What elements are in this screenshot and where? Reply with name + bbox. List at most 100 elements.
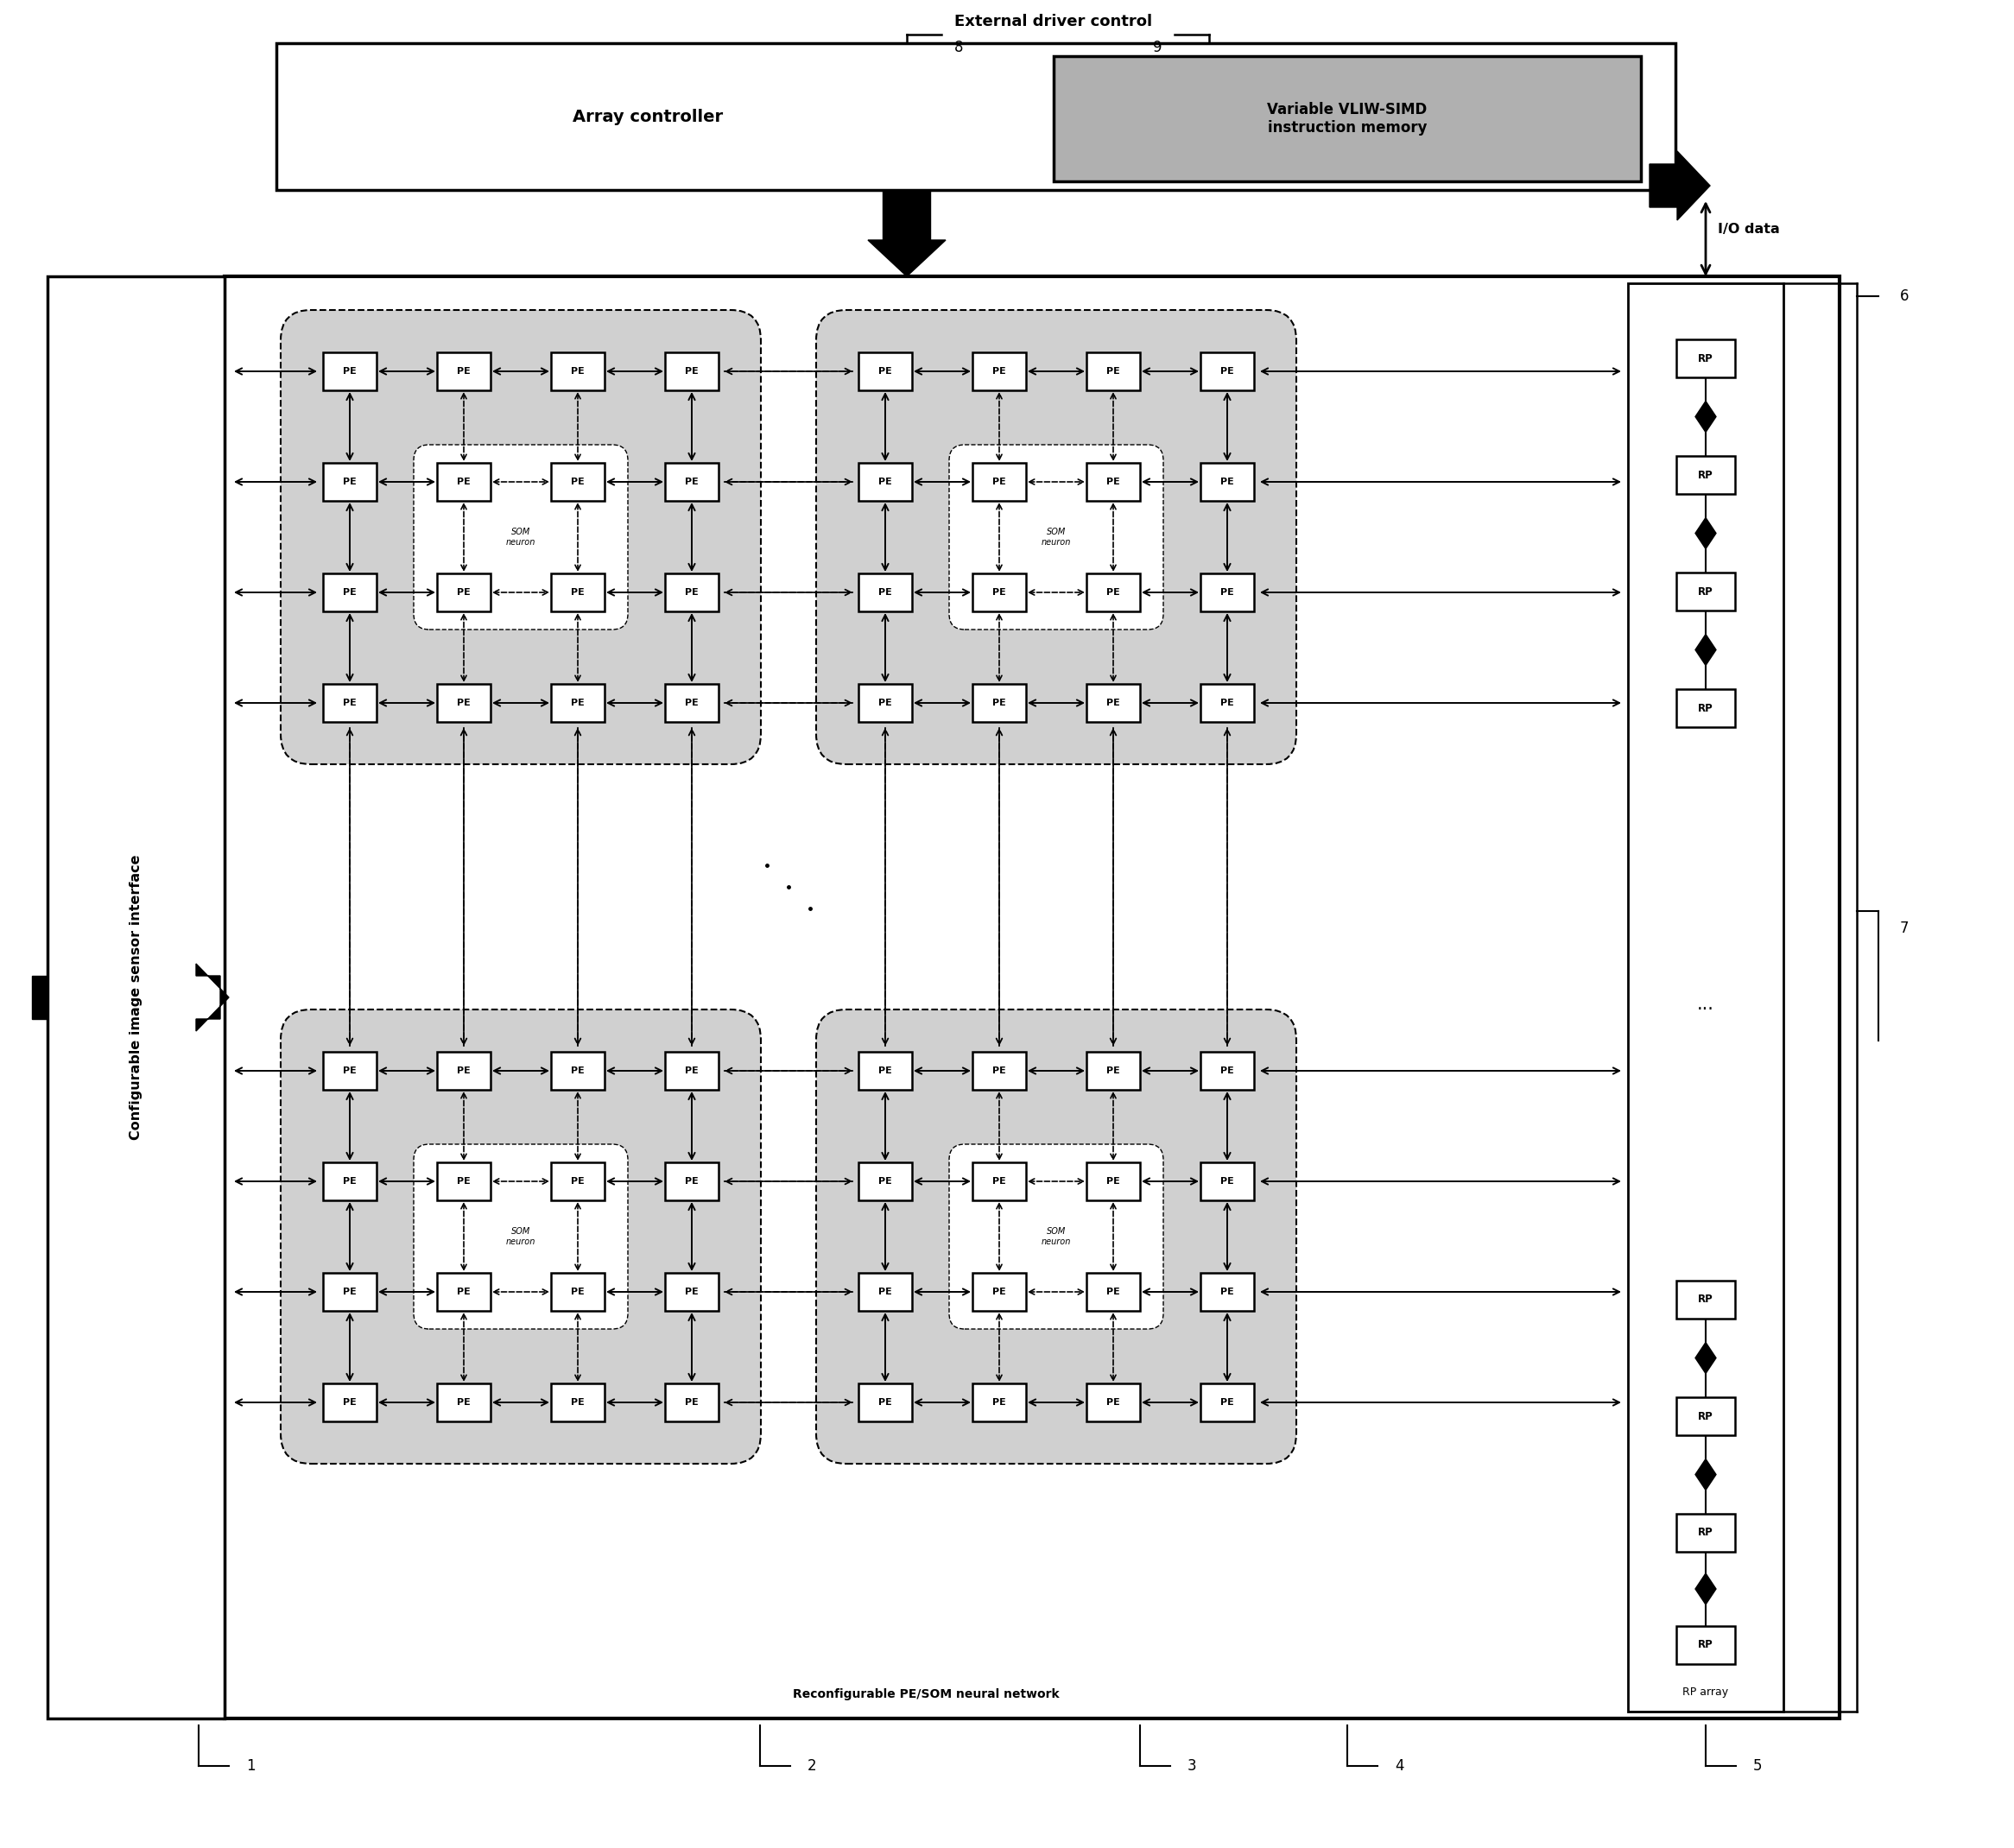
Text: Reconfigurable PE/SOM neural network: Reconfigurable PE/SOM neural network: [794, 1689, 1059, 1700]
Text: PE: PE: [457, 477, 471, 486]
Bar: [858, 1162, 912, 1201]
Text: SOM
neuron: SOM neuron: [506, 529, 536, 547]
Text: PE: PE: [685, 1288, 699, 1295]
Text: PE: PE: [685, 588, 699, 597]
Text: ...: ...: [1698, 996, 1714, 1013]
Text: PE: PE: [1106, 1177, 1120, 1186]
Text: PE: PE: [457, 1177, 471, 1186]
Bar: [322, 573, 377, 612]
Text: PE: PE: [993, 588, 1007, 597]
Bar: [1200, 573, 1255, 612]
Bar: [322, 684, 377, 723]
FancyBboxPatch shape: [816, 310, 1297, 765]
Text: RP: RP: [1698, 1294, 1714, 1305]
Bar: [1200, 1384, 1255, 1421]
Text: PE: PE: [342, 1288, 356, 1295]
Bar: [552, 462, 604, 501]
Text: I/O data: I/O data: [1718, 222, 1780, 235]
Polygon shape: [1696, 401, 1716, 432]
Text: SOM
neuron: SOM neuron: [506, 1227, 536, 1246]
Bar: [665, 462, 719, 501]
Text: RP: RP: [1698, 1639, 1714, 1650]
Bar: [665, 1052, 719, 1090]
Text: SOM
neuron: SOM neuron: [1041, 1227, 1071, 1246]
Text: PE: PE: [993, 1177, 1007, 1186]
Text: 2: 2: [808, 1757, 816, 1774]
Text: PE: PE: [572, 1177, 584, 1186]
Bar: [1676, 573, 1734, 610]
Bar: [1627, 283, 1784, 1711]
Polygon shape: [1696, 1573, 1716, 1604]
Text: PE: PE: [572, 588, 584, 597]
Text: PE: PE: [1220, 1288, 1235, 1295]
Text: 3: 3: [1188, 1757, 1196, 1774]
Text: RP: RP: [1698, 702, 1714, 713]
Text: PE: PE: [342, 588, 356, 597]
Text: 5: 5: [1752, 1757, 1762, 1774]
Text: PE: PE: [1220, 588, 1235, 597]
Text: PE: PE: [1220, 699, 1235, 708]
Text: RP: RP: [1698, 353, 1714, 364]
Text: PE: PE: [993, 1288, 1007, 1295]
Text: PE: PE: [1106, 1399, 1120, 1406]
Text: PE: PE: [1106, 368, 1120, 375]
Text: PE: PE: [993, 1066, 1007, 1076]
Bar: [1200, 1162, 1255, 1201]
Bar: [1086, 1273, 1140, 1310]
Polygon shape: [868, 190, 947, 277]
Text: PE: PE: [1220, 477, 1235, 486]
Bar: [665, 353, 719, 390]
Text: PE: PE: [1106, 1066, 1120, 1076]
Text: PE: PE: [457, 368, 471, 375]
Bar: [437, 1273, 491, 1310]
Bar: [1086, 1162, 1140, 1201]
Text: PE: PE: [1220, 1399, 1235, 1406]
Text: PE: PE: [878, 1177, 892, 1186]
FancyBboxPatch shape: [949, 445, 1164, 630]
Text: PE: PE: [572, 1066, 584, 1076]
Bar: [973, 462, 1025, 501]
Bar: [322, 1384, 377, 1421]
Text: PE: PE: [878, 588, 892, 597]
Bar: [1200, 1052, 1255, 1090]
Text: PE: PE: [1220, 368, 1235, 375]
Text: PE: PE: [685, 368, 699, 375]
Bar: [1676, 689, 1734, 726]
Bar: [437, 1052, 491, 1090]
Text: PE: PE: [1106, 699, 1120, 708]
Polygon shape: [1696, 1342, 1716, 1373]
Bar: [1676, 340, 1734, 377]
Text: PE: PE: [342, 368, 356, 375]
Bar: [1200, 1273, 1255, 1310]
Bar: [858, 462, 912, 501]
Text: PE: PE: [1220, 1177, 1235, 1186]
Bar: [437, 462, 491, 501]
Bar: [1676, 456, 1734, 493]
Text: PE: PE: [993, 368, 1007, 375]
Bar: [1676, 1514, 1734, 1552]
Text: PE: PE: [572, 1399, 584, 1406]
Text: PE: PE: [685, 699, 699, 708]
Text: PE: PE: [457, 588, 471, 597]
Bar: [1086, 684, 1140, 723]
Text: PE: PE: [878, 1399, 892, 1406]
Text: PE: PE: [1106, 1288, 1120, 1295]
Bar: [665, 1384, 719, 1421]
Bar: [1676, 1397, 1734, 1436]
Text: PE: PE: [342, 1177, 356, 1186]
Polygon shape: [1649, 152, 1710, 220]
Text: PE: PE: [572, 477, 584, 486]
Text: External driver control: External driver control: [955, 13, 1152, 30]
Bar: [973, 684, 1025, 723]
FancyBboxPatch shape: [280, 310, 761, 765]
Text: PE: PE: [457, 1066, 471, 1076]
Bar: [858, 1273, 912, 1310]
Bar: [437, 684, 491, 723]
Bar: [665, 684, 719, 723]
Text: PE: PE: [342, 1399, 356, 1406]
Text: PE: PE: [993, 699, 1007, 708]
Text: 9: 9: [1152, 39, 1162, 55]
Text: PE: PE: [878, 1288, 892, 1295]
Bar: [322, 1052, 377, 1090]
Bar: [973, 353, 1025, 390]
